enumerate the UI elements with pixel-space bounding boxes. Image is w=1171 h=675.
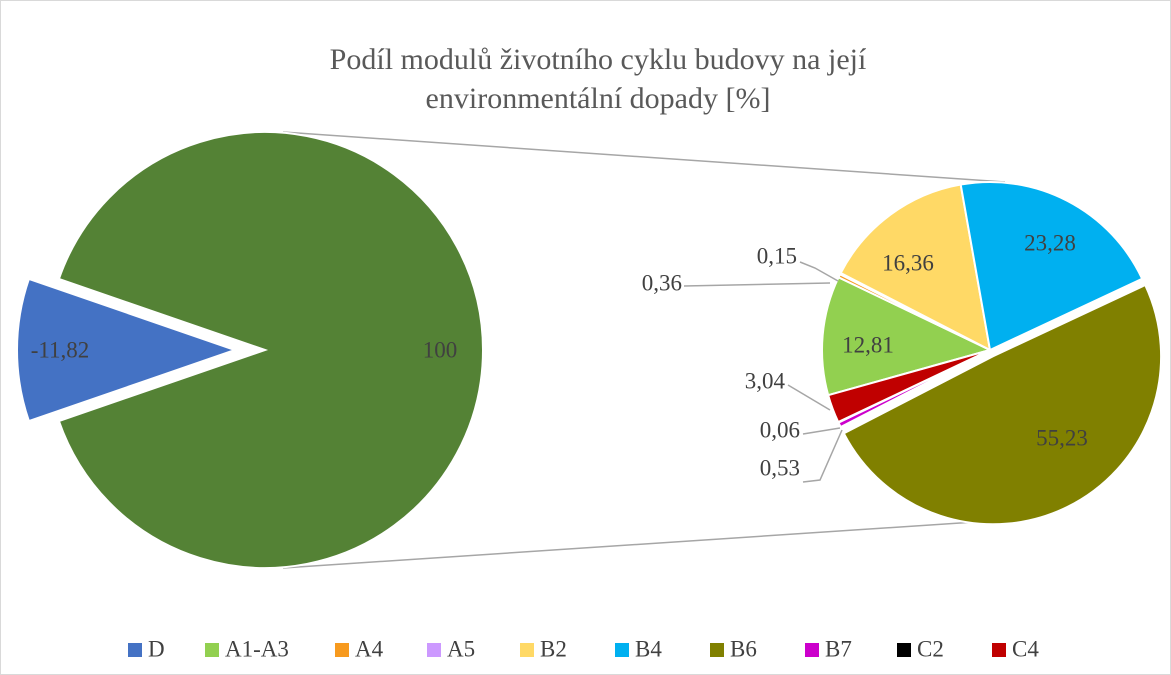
pie-slice [826, 349, 991, 424]
legend-label: A5 [447, 636, 475, 661]
leader-line [799, 261, 839, 282]
legend-swatch [335, 643, 349, 657]
legend-label: B4 [635, 636, 662, 661]
legend-swatch [897, 643, 911, 657]
data-label: 0,15 [757, 243, 797, 268]
legend-label: A1-A3 [225, 636, 289, 661]
data-label: 3,04 [745, 368, 786, 393]
legend-swatch [710, 643, 724, 657]
pie-slice [839, 183, 992, 352]
leader-line [802, 427, 841, 435]
connector-line [282, 519, 1006, 569]
leader-line [683, 282, 831, 287]
pie-slice [57, 131, 484, 569]
pie-slice [842, 283, 1163, 526]
chart-title: environmentální dopady [%] [426, 82, 771, 115]
data-label: 0,36 [642, 270, 682, 295]
legend-label: A4 [355, 636, 384, 661]
data-label: 12,81 [842, 332, 894, 357]
pie-slice [959, 181, 1144, 352]
data-label: 16,36 [882, 250, 934, 275]
data-label: 23,28 [1024, 230, 1076, 255]
data-label: 100 [423, 337, 458, 362]
legend-swatch [128, 643, 142, 657]
legend-swatch [805, 643, 819, 657]
legend-swatch [427, 643, 441, 657]
legend-label: B7 [825, 636, 852, 661]
chart-title: Podíl modulů životního cyklu budovy na j… [330, 43, 867, 76]
legend-swatch [520, 643, 534, 657]
leader-line [787, 384, 831, 411]
legend-label: C4 [1012, 636, 1039, 661]
pie-slice [821, 275, 993, 397]
data-label: 0,06 [760, 417, 800, 442]
legend-swatch [205, 643, 219, 657]
leader-line [802, 429, 843, 483]
data-label: 0,53 [760, 455, 800, 480]
data-label: -11,82 [31, 337, 90, 362]
legend-swatch [615, 643, 629, 657]
legend-label: D [148, 636, 165, 661]
legend-label: C2 [917, 636, 944, 661]
connector-line [282, 131, 1006, 183]
legend-label: B2 [540, 636, 567, 661]
legend-label: B6 [730, 636, 757, 661]
pie-slice [16, 277, 239, 423]
legend-swatch [992, 643, 1006, 657]
data-label: 55,23 [1036, 425, 1088, 450]
